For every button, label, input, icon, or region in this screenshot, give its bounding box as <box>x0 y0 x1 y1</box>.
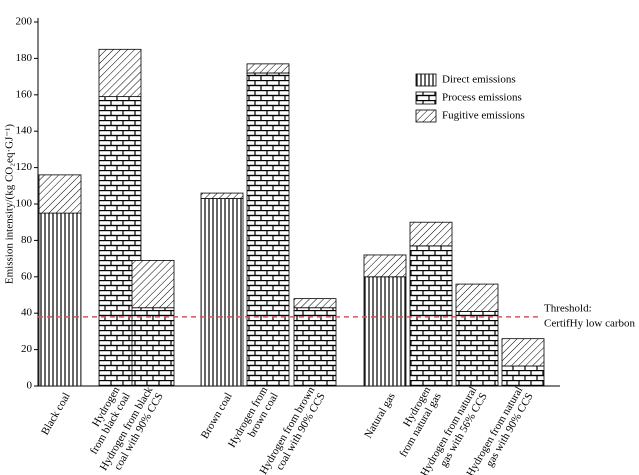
x-tick-label-group: Natural gas <box>362 391 398 441</box>
bar-segment <box>38 174 82 214</box>
y-tick-label: 200 <box>16 16 33 28</box>
x-tick-label-group: Black coal <box>39 391 73 437</box>
x-tick-label: Black coal <box>39 391 73 437</box>
x-tick-label: Brown coal <box>199 391 235 441</box>
y-tick-label: 140 <box>16 125 33 137</box>
threshold-label: Threshold: <box>544 302 592 314</box>
y-tick-label: 80 <box>21 234 33 246</box>
bar-segment <box>293 298 337 309</box>
legend-label: Direct emissions <box>442 74 516 86</box>
legend-swatch <box>415 109 437 123</box>
y-tick-label: 160 <box>16 88 33 100</box>
y-tick-label: 60 <box>21 270 33 282</box>
bar-segment <box>409 221 453 247</box>
bar-segment <box>200 198 244 387</box>
bar-segment <box>455 283 499 312</box>
bar-segment <box>363 254 407 278</box>
bar-segment <box>131 307 175 387</box>
bar-segment <box>246 72 290 387</box>
x-tick-label: Natural gas <box>362 391 398 441</box>
bar-segment <box>246 63 290 74</box>
legend-swatch <box>415 91 437 105</box>
bar-segment <box>455 310 499 387</box>
legend-swatch <box>415 73 437 87</box>
bar-segment <box>293 307 337 387</box>
y-tick-label: 40 <box>21 307 33 319</box>
bar-segment <box>131 260 175 309</box>
y-tick-label: 100 <box>16 198 33 210</box>
legend-label: Process emissions <box>442 92 522 104</box>
bar-segment <box>501 338 545 367</box>
threshold-label: CertifHy low carbon <box>544 317 636 329</box>
bar-segment <box>501 365 545 387</box>
x-tick-label-group: Brown coal <box>199 391 235 441</box>
bar-segment <box>38 212 82 387</box>
y-axis-label: Emission intensity/(kg CO₂eq·GJ⁻¹) <box>4 124 16 285</box>
bar-segment <box>363 276 407 387</box>
y-tick-label: 180 <box>16 52 33 64</box>
bar-segment <box>98 48 142 98</box>
bar-segment <box>409 245 453 387</box>
y-tick-label: 120 <box>16 161 33 173</box>
y-tick-label: 0 <box>27 380 33 392</box>
y-tick-label: 20 <box>21 343 33 355</box>
bar-segment <box>200 192 244 199</box>
legend-label: Fugitive emissions <box>442 110 525 122</box>
